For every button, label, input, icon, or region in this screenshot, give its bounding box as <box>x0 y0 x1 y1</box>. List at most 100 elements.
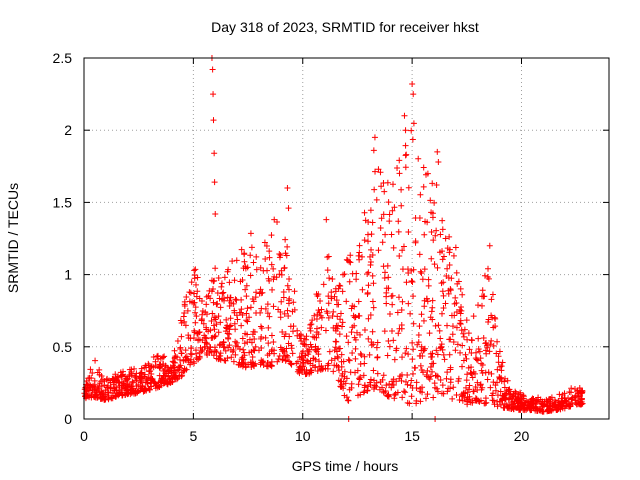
data-point <box>417 398 424 405</box>
data-point <box>396 252 403 259</box>
data-point <box>447 336 454 343</box>
data-point <box>456 306 463 313</box>
data-point <box>247 359 254 366</box>
data-point <box>186 289 193 296</box>
data-point <box>314 311 321 318</box>
data-point <box>524 405 531 412</box>
data-point <box>575 390 582 397</box>
data-point <box>277 252 284 259</box>
data-point <box>213 321 220 328</box>
data-point <box>370 280 377 287</box>
data-point <box>335 377 342 384</box>
data-point <box>421 266 428 273</box>
data-point <box>424 219 431 226</box>
data-point <box>502 396 509 403</box>
data-point <box>386 311 393 318</box>
data-point <box>82 393 89 400</box>
data-point <box>210 285 217 292</box>
data-point <box>336 282 343 289</box>
data-point <box>462 384 469 391</box>
data-point <box>413 379 420 386</box>
data-point <box>399 394 406 401</box>
data-point <box>141 371 148 378</box>
data-point <box>482 395 489 402</box>
data-point <box>124 383 131 390</box>
data-point <box>501 378 508 385</box>
data-point <box>391 395 398 402</box>
data-point <box>463 377 470 384</box>
data-point <box>389 378 396 385</box>
data-point <box>127 386 134 393</box>
data-point <box>250 259 257 266</box>
data-point <box>241 258 248 265</box>
data-point <box>490 324 497 331</box>
data-point <box>436 327 443 334</box>
data-point <box>244 305 251 312</box>
data-point <box>187 289 194 296</box>
data-point <box>378 215 385 222</box>
data-point <box>218 283 225 290</box>
data-point <box>456 320 463 327</box>
data-point <box>424 367 431 374</box>
data-point <box>92 394 99 401</box>
data-point <box>403 345 410 352</box>
data-point <box>170 359 177 366</box>
data-point <box>558 402 565 409</box>
data-point <box>212 333 219 340</box>
data-point <box>559 398 566 405</box>
data-point <box>409 136 416 143</box>
data-point <box>335 354 342 361</box>
data-point <box>191 272 198 279</box>
y-tick-label: 2 <box>64 122 72 138</box>
data-point <box>280 347 287 354</box>
data-point <box>567 402 574 409</box>
data-point <box>367 262 374 269</box>
data-point <box>369 219 376 226</box>
data-point <box>410 320 417 327</box>
data-point <box>472 383 479 390</box>
data-point <box>386 343 393 350</box>
data-point <box>548 394 555 401</box>
data-point <box>439 256 446 263</box>
data-point <box>221 343 228 350</box>
data-point <box>203 301 210 308</box>
data-point <box>194 356 201 363</box>
data-point <box>431 261 438 268</box>
data-point <box>346 386 353 393</box>
x-tick-label: 0 <box>80 428 88 444</box>
data-point <box>268 332 275 339</box>
data-point <box>179 372 186 379</box>
data-point <box>419 276 426 283</box>
data-point <box>191 290 198 297</box>
data-point <box>399 266 406 273</box>
data-point <box>454 280 461 287</box>
data-point <box>365 269 372 276</box>
data-point <box>220 289 227 296</box>
data-point <box>323 308 330 315</box>
data-point <box>332 344 339 351</box>
data-point <box>416 352 423 359</box>
y-tick-label: 2.5 <box>53 50 73 66</box>
data-point <box>197 344 204 351</box>
data-point <box>268 261 275 268</box>
data-point <box>278 298 285 305</box>
data-point <box>428 229 435 236</box>
data-point <box>430 237 437 244</box>
data-point <box>326 348 333 355</box>
data-point <box>521 399 528 406</box>
data-point <box>339 319 346 326</box>
data-point <box>370 147 377 154</box>
data-point <box>481 400 488 407</box>
data-point <box>424 298 431 305</box>
data-point <box>242 286 249 293</box>
data-point <box>244 318 251 325</box>
data-point <box>490 379 497 386</box>
data-point <box>367 207 374 214</box>
data-point <box>421 303 428 310</box>
data-point <box>212 210 219 217</box>
data-point <box>263 243 270 250</box>
data-point <box>225 334 232 341</box>
data-point <box>447 385 454 392</box>
data-point <box>156 365 163 372</box>
data-point <box>445 290 452 297</box>
